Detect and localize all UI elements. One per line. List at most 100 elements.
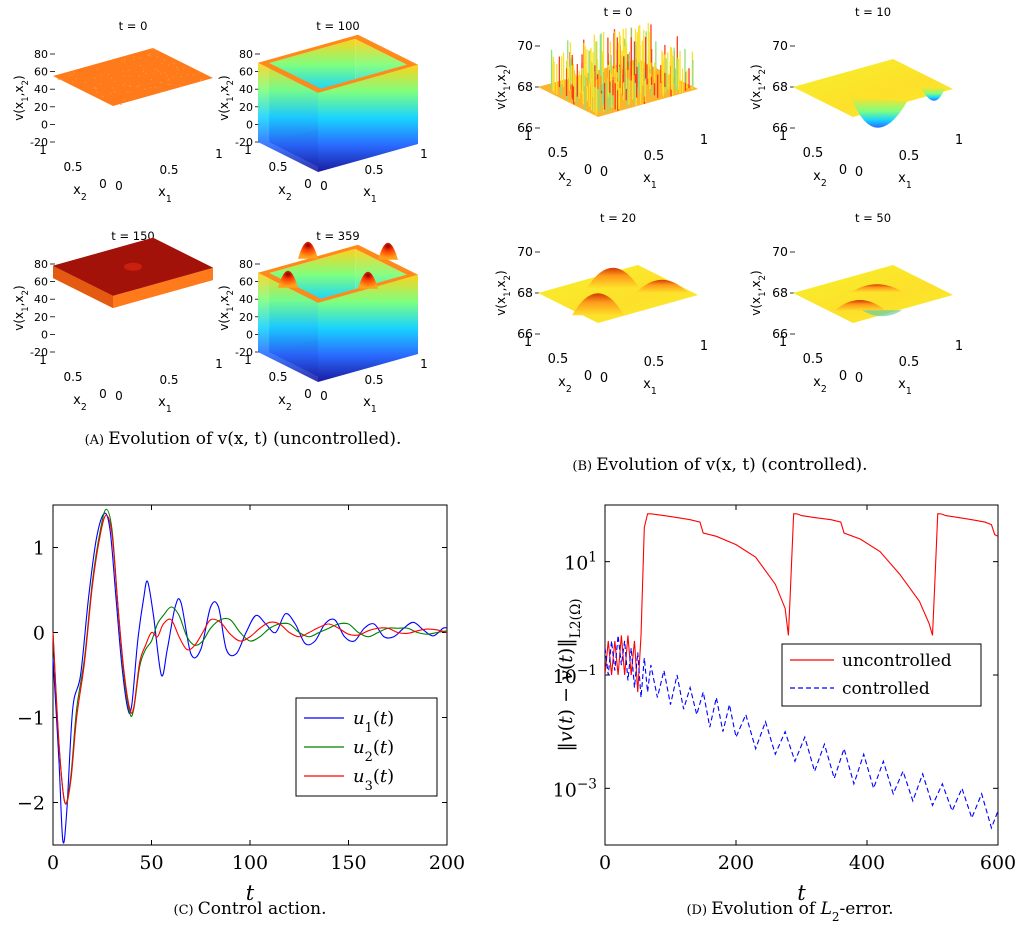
z-tick-label: -20 [235, 346, 253, 359]
caption-a: (A) Evolution of v(x, t) (uncontrolled). [85, 429, 402, 449]
caption-c: (C) Control action. [174, 899, 327, 919]
x1-tick-label: 1 [955, 133, 963, 148]
surface-noise-dot [143, 67, 145, 69]
z-axis-label: v(x1,x2) [217, 75, 236, 121]
z-tick-label: 66 [517, 120, 533, 135]
surface-top [53, 48, 213, 106]
z-tick-label: -20 [30, 346, 48, 359]
surface-noise-dot [124, 83, 126, 85]
z-tick-label: 66 [772, 120, 788, 135]
z-axis-label: v(x1,x2) [494, 270, 513, 316]
x1-axis-label: x1 [643, 377, 657, 397]
y-tick-label: 10−3 [553, 776, 597, 801]
chart-control-action: 0 50 100 150 200 1 0 −1 −2 t u1(t)u2(t)u3(t) [17, 504, 465, 905]
x2-tick-label: 1 [39, 353, 47, 367]
surface-noise-dot [112, 87, 114, 89]
surface-noise-dot [123, 75, 125, 77]
surface-noise-dot [161, 62, 163, 64]
surface-noise-dot [122, 71, 124, 73]
surface-noise-dot [151, 48, 154, 50]
surface-noise-dot [100, 83, 102, 85]
surface-peak [358, 271, 378, 289]
z-tick-label: 40 [34, 83, 48, 96]
subplot-title: t = 50 [855, 211, 891, 225]
surface-dip [921, 87, 945, 101]
surface-noise-dot [164, 59, 166, 61]
z-tick-label: 80 [239, 258, 253, 271]
surface-noise-dot [142, 70, 144, 72]
surface-noise-dot [180, 75, 182, 78]
z-axis-label: v(x1,x2) [494, 64, 513, 110]
x1-tick-label: 0.5 [644, 355, 665, 370]
surface-noise-dot [129, 75, 131, 77]
x1-axis-label: x1 [898, 377, 912, 397]
surface-noise-dot [58, 78, 60, 80]
x1-tick-label: 0.5 [364, 373, 383, 387]
x1-tick-label: 0 [115, 179, 123, 193]
surface-noise-dot [148, 54, 150, 56]
y-axis-label: ‖v(t) − v̄(t)‖L2(Ω) [555, 598, 584, 751]
x1-tick-label: 0.5 [159, 163, 178, 177]
z-tick-label: 20 [239, 311, 253, 324]
x-tick-label: 100 [232, 852, 268, 874]
surface-noise-dot [160, 73, 162, 75]
x1-tick-label: 0 [855, 371, 863, 386]
surface-noise-dot [84, 81, 87, 83]
z-tick-label: 70 [517, 244, 533, 259]
surface-subplot-0-0: t = 0 80 60 40 20 0 -20 v(x1,x2) 0 0.5 1 x1 0 0.5 1 x2 [12, 19, 223, 205]
surface-noise-dot [147, 53, 149, 56]
surface-noise-dot [139, 57, 142, 59]
legend: u1(t)u2(t)u3(t) [295, 697, 438, 797]
x-tick-label: 0 [599, 852, 611, 874]
surface-noise-dot [167, 83, 169, 86]
subplot-title: t = 0 [119, 19, 148, 33]
surface-noise-dot [149, 86, 152, 89]
x2-tick-label: 0 [839, 163, 847, 178]
surface-noise-dot [160, 81, 163, 83]
x2-tick-label: 0 [304, 177, 312, 191]
z-tick-label: 68 [517, 79, 533, 94]
surface-noise-dot [154, 86, 156, 88]
x1-tick-label: 0 [855, 165, 863, 180]
x1-tick-label: 0.5 [899, 149, 920, 164]
z-tick-label: 80 [34, 48, 48, 61]
z-tick-label: 66 [772, 326, 788, 341]
z-tick-label: 40 [34, 293, 48, 306]
x1-tick-label: 1 [700, 133, 708, 148]
x2-axis-label: x2 [813, 375, 827, 395]
subplot-title: t = 100 [316, 19, 359, 33]
x2-tick-label: 1 [779, 335, 787, 350]
surface-noise-dot [72, 81, 74, 83]
surface-noise-dot [99, 98, 101, 100]
surface-subplot-1-3: t = 50 70 68 66 v(x1,x2) 0 0.5 1 x1 0 0.5 1 x2 [749, 211, 963, 397]
surface-noise-dot [167, 79, 169, 81]
x2-tick-label: 1 [779, 129, 787, 144]
caption-b: (B) Evolution of v(x, t) (controlled). [572, 455, 867, 475]
subplot-title: t = 20 [600, 211, 636, 225]
z-axis-label: v(x1,x2) [12, 285, 31, 331]
surface-noise-dot [155, 49, 157, 51]
surface-noise-dot [68, 75, 71, 77]
surface-noise-dot [173, 63, 175, 65]
surface-noise-dot [176, 72, 178, 74]
surface-noise-dot [179, 84, 181, 87]
legend-box [781, 643, 982, 707]
surface-noise-dot [156, 55, 158, 58]
x1-tick-label: 1 [215, 357, 223, 371]
legend-label: controlled [842, 679, 930, 699]
z-tick-label: 0 [41, 328, 48, 341]
x-tick-label: 150 [330, 852, 366, 874]
surface-center-bump [124, 262, 142, 271]
caption-d: (D) Evolution of L2-error. [686, 899, 893, 924]
surface-noise-dot [110, 92, 112, 94]
surface-bump [572, 293, 624, 316]
z-axis-label: v(x1,x2) [12, 75, 31, 121]
surface-rim [258, 244, 418, 303]
surface-noise-dot [133, 56, 135, 58]
x1-tick-label: 0.5 [159, 373, 178, 387]
surface-peak [278, 270, 298, 288]
y-tick-label: 101 [564, 550, 597, 575]
surface-noise-dot [128, 69, 130, 71]
surface-subplot-0-1: t = 100 80 60 40 20 0 -20 v(x1,x2) 0 0.5 1 x1 0 0.5 1 x… [217, 19, 428, 205]
y-tick-label: −2 [17, 793, 45, 815]
